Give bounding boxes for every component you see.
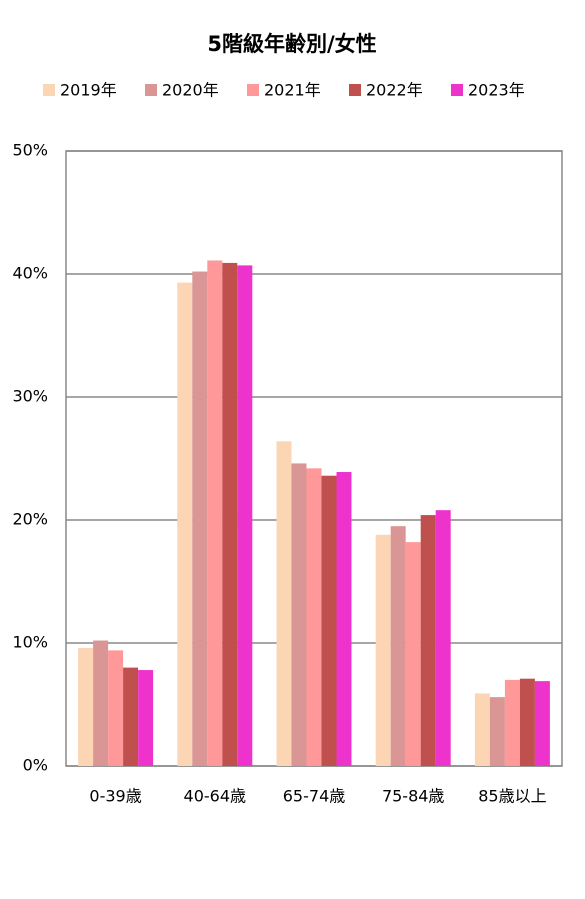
bar	[474, 693, 490, 766]
x-tick-label: 0-39歳	[89, 787, 141, 806]
bar	[138, 670, 154, 766]
y-tick-label: 50%	[12, 141, 48, 160]
y-tick-label: 10%	[12, 633, 48, 652]
y-tick-label: 20%	[12, 510, 48, 529]
bar	[390, 526, 406, 766]
bar	[93, 640, 109, 766]
legend-swatch	[349, 84, 361, 96]
y-tick-label: 0%	[23, 756, 48, 775]
bar	[534, 681, 550, 766]
bar	[207, 260, 223, 766]
bar	[420, 515, 436, 766]
bar	[222, 262, 238, 766]
bar	[291, 463, 307, 766]
y-tick-label: 40%	[12, 264, 48, 283]
bar	[123, 667, 139, 766]
bar	[237, 265, 253, 766]
x-tick-label: 65-74歳	[283, 787, 346, 806]
legend-label: 2021年	[264, 81, 321, 100]
bar	[435, 510, 451, 766]
bar	[192, 271, 208, 766]
legend-label: 2019年	[60, 81, 117, 100]
legend-swatch	[247, 84, 259, 96]
bar	[519, 678, 535, 766]
x-tick-label: 75-84歳	[382, 787, 445, 806]
legend-label: 2022年	[366, 81, 423, 100]
x-tick-label: 85歳以上	[478, 787, 546, 806]
x-tick-label: 40-64歳	[184, 787, 247, 806]
legend-swatch	[43, 84, 55, 96]
bar	[489, 697, 505, 766]
legend-label: 2020年	[162, 81, 219, 100]
y-tick-label: 30%	[12, 387, 48, 406]
bar	[504, 679, 520, 766]
legend-swatch	[451, 84, 463, 96]
bar	[177, 282, 193, 766]
legend-swatch	[145, 84, 157, 96]
bar	[375, 534, 391, 766]
bar	[321, 475, 337, 766]
chart-title: 5階級年齢別/女性	[207, 32, 376, 56]
bar	[405, 542, 421, 766]
bar	[108, 650, 124, 766]
bar	[78, 647, 94, 766]
bar	[336, 472, 352, 766]
bar	[276, 441, 292, 766]
legend-label: 2023年	[468, 81, 525, 100]
bar	[306, 468, 322, 766]
